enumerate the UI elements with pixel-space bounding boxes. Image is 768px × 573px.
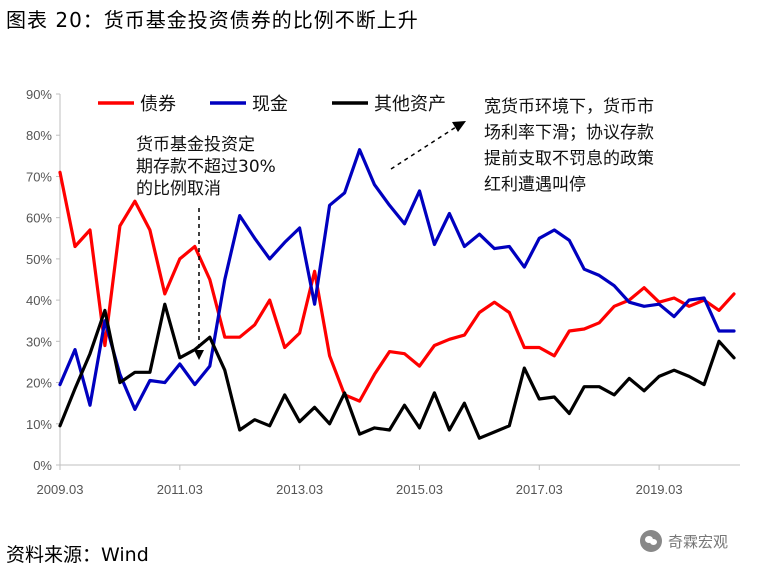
annotation-text: 期存款不超过30% [136,157,276,177]
chart: 0% 10% 20% 30% 40% 50% 60% 70% 80% 90% 2009.03 201… [26,87,740,497]
annotation-text: 场利率下滑；协议存款 [484,123,654,143]
watermark: 奇霖宏观 [640,528,728,554]
y-axis: 0% 10% 20% 30% 40% 50% 60% 70% 80% 90% [26,87,61,473]
x-tick-label: 2013.03 [276,482,323,497]
x-tick-label: 2017.03 [516,482,563,497]
series-layer [58,148,736,440]
y-tick-label: 30% [26,334,52,349]
x-tick-label: 2015.03 [396,482,443,497]
annotation-text: 红利遭遇叫停 [484,175,586,195]
y-tick-label: 0% [33,458,52,473]
y-tick-label: 10% [26,417,52,432]
y-tick-label: 70% [26,169,52,184]
annotation-text: 提前支取不罚息的政策 [484,149,654,169]
annotation-text: 的比例取消 [136,179,221,199]
y-tick-label: 80% [26,128,52,143]
y-tick-label: 40% [26,293,52,308]
annotation-text: 宽货币环境下，货币市 [484,97,654,117]
legend-label: 现金 [252,94,288,115]
annotation-arrowhead [194,350,204,360]
y-tick-label: 20% [26,376,52,391]
series-line-0 [58,170,736,403]
source-note: 资料来源：Wind [6,544,149,566]
annotation-arrow [390,126,457,170]
x-tick-label: 2019.03 [636,482,683,497]
y-tick-label: 60% [26,211,52,226]
wechat-icon [640,530,662,552]
y-tick-label: 50% [26,252,52,267]
series-line-2 [58,302,736,440]
legend-label: 其他资产 [374,94,446,115]
figure-title: 图表 20：货币基金投资债券的比例不断上升 [6,8,419,32]
annotation-arrowhead [452,121,466,132]
series-line-1 [58,148,736,411]
x-tick-label: 2009.03 [37,482,84,497]
watermark-text: 奇霖宏观 [668,532,729,551]
legend: 债券 现金 其他资产 [98,94,446,115]
x-axis: 2009.03 2011.03 2013.03 2015.03 2017.03 2019.… [37,464,740,497]
x-tick-label: 2011.03 [157,482,203,497]
annotation-text: 货币基金投资定 [136,135,255,155]
y-tick-label: 90% [26,87,52,102]
legend-label: 债券 [140,94,176,115]
